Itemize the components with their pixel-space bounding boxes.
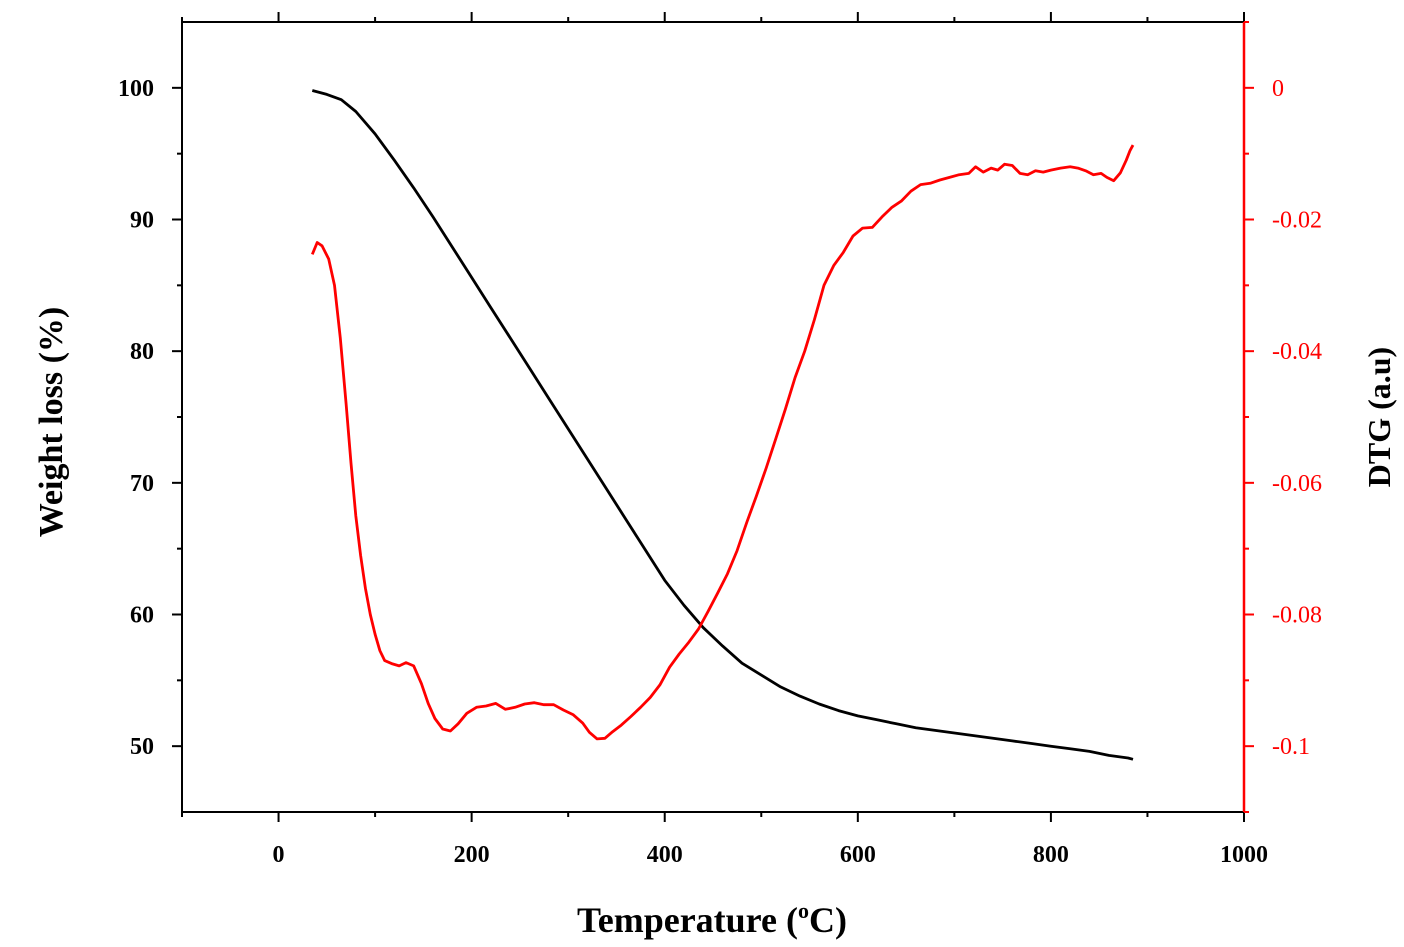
y-right-tick-label: -0.04	[1272, 339, 1322, 365]
dtg-series-line	[311, 144, 1135, 741]
x-tick-label: 600	[840, 842, 876, 868]
y-left-tick-label: 60	[130, 603, 154, 629]
y-left-tick-label: 80	[130, 339, 154, 365]
y-left-tick-label: 100	[118, 76, 154, 102]
y-right-tick-label: -0.1	[1272, 734, 1310, 760]
weight-series-line	[311, 89, 1134, 761]
plot-frame	[181, 21, 1245, 813]
y-right-tick-label: -0.02	[1272, 208, 1322, 234]
y-left-axis-title: Weight loss (%)	[33, 307, 70, 537]
y-left-tick-label: 70	[130, 471, 154, 497]
y-left-tick-label: 90	[130, 208, 154, 234]
x-axis-title-superscript: o	[798, 898, 809, 923]
y-right-tick-label: -0.08	[1272, 603, 1322, 629]
x-tick-label: 200	[454, 842, 490, 868]
ticks-layer	[172, 12, 1254, 822]
x-axis-title-tail: C)	[809, 900, 847, 940]
x-tick-label: 0	[273, 842, 285, 868]
x-tick-label: 400	[647, 842, 683, 868]
y-right-axis-title: DTG (a.u)	[1361, 347, 1397, 487]
y-right-tick-label: 0	[1272, 76, 1284, 102]
y-right-tick-label: -0.06	[1272, 471, 1322, 497]
x-axis-title: Temperature (oC)	[577, 898, 847, 940]
series-layer	[311, 89, 1135, 761]
y-left-tick-label: 50	[130, 734, 154, 760]
x-tick-label: 1000	[1220, 842, 1268, 868]
x-axis-title-main: Temperature (	[577, 900, 798, 940]
x-tick-label: 800	[1033, 842, 1069, 868]
